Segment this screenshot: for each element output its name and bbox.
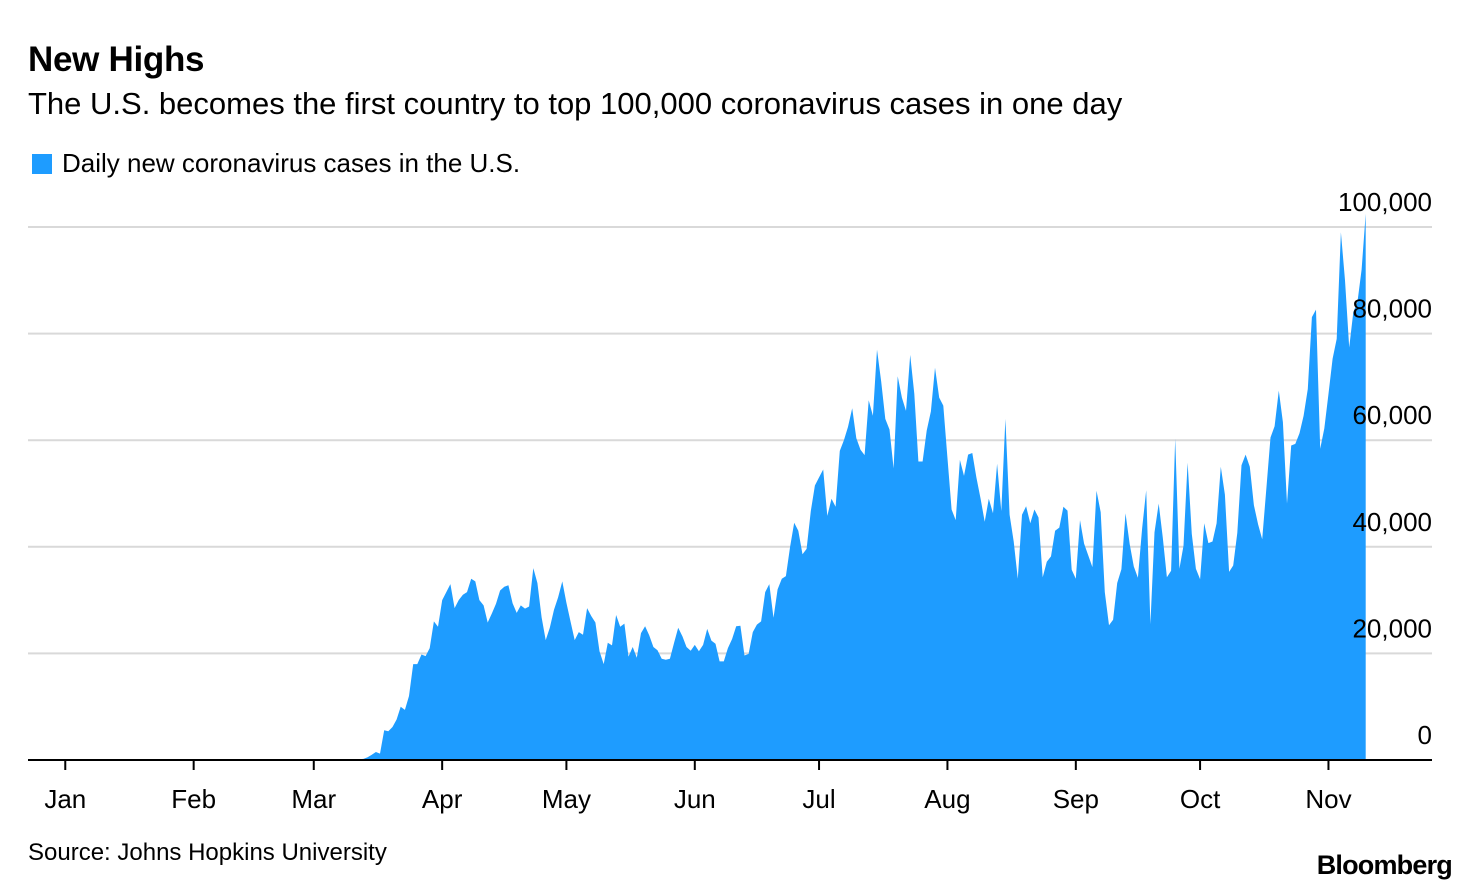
y-tick-label: 100,000 <box>1338 187 1432 217</box>
y-tick-label: 80,000 <box>1352 294 1432 324</box>
plot-area <box>65 213 1366 760</box>
chart-subtitle: The U.S. becomes the first country to to… <box>28 86 1123 121</box>
legend-swatch <box>32 153 52 174</box>
x-tick-label: Jan <box>44 784 86 814</box>
series-area <box>65 213 1366 760</box>
source-note: Source: Johns Hopkins University <box>28 839 387 866</box>
x-tick-label: Feb <box>171 784 216 814</box>
x-tick-label: Sep <box>1053 784 1099 814</box>
x-tick-label: Nov <box>1305 784 1351 814</box>
bloomberg-logo: Bloomberg <box>1316 850 1453 880</box>
x-tick-label: May <box>542 784 591 814</box>
x-tick-label: Jun <box>674 784 716 814</box>
area-chart: Jan Feb Mar Apr May Jun Jul Aug Sep Oct Nov 0 20,00… <box>28 187 1432 814</box>
x-tick-label: Aug <box>924 784 970 814</box>
x-tick-label: Mar <box>291 784 336 814</box>
y-tick-label: 40,000 <box>1352 507 1432 537</box>
legend: Daily new coronavirus cases in the U.S. <box>32 148 520 179</box>
x-tick-label: Oct <box>1180 784 1221 814</box>
y-tick-label: 20,000 <box>1352 613 1432 643</box>
x-tick-label: Jul <box>802 784 835 814</box>
x-tick-label: Apr <box>422 784 463 814</box>
chart-title: New Highs <box>28 40 205 79</box>
y-tick-label: 60,000 <box>1352 400 1432 430</box>
y-axis-labels: 0 20,000 40,000 60,000 80,000 100,000 <box>1338 187 1432 750</box>
x-axis: Jan Feb Mar Apr May Jun Jul Aug Sep Oct Nov <box>28 759 1432 814</box>
legend-label: Daily new coronavirus cases in the U.S. <box>62 148 521 178</box>
y-tick-label: 0 <box>1418 720 1432 750</box>
